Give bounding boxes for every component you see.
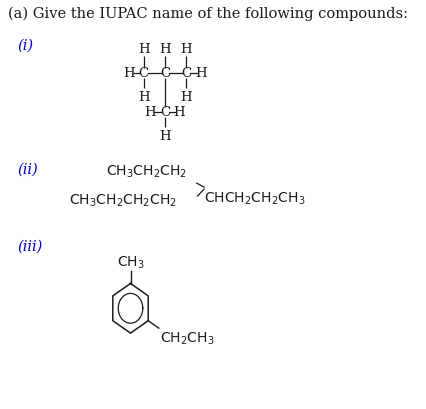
Text: H: H	[144, 106, 155, 119]
Text: $\mathrm{CH_2CH_3}$: $\mathrm{CH_2CH_3}$	[159, 329, 213, 346]
Text: C: C	[181, 67, 191, 80]
Text: $\mathrm{CH_3CH_2CH_2CH_2}$: $\mathrm{CH_3CH_2CH_2CH_2}$	[69, 193, 177, 209]
Text: H: H	[138, 90, 149, 103]
Text: H: H	[158, 43, 170, 56]
Text: $\mathrm{CHCH_2CH_2CH_3}$: $\mathrm{CHCH_2CH_2CH_3}$	[204, 190, 305, 206]
Text: (ii): (ii)	[18, 162, 38, 176]
Text: H: H	[173, 106, 185, 119]
Text: H: H	[195, 67, 206, 80]
Text: H: H	[138, 43, 149, 56]
Text: (iii): (iii)	[18, 239, 43, 253]
Text: $\mathrm{CH_3}$: $\mathrm{CH_3}$	[116, 254, 144, 270]
Text: H: H	[158, 129, 170, 142]
Text: (a) Give the IUPAC name of the following compounds:: (a) Give the IUPAC name of the following…	[8, 7, 407, 21]
Text: H: H	[180, 90, 191, 103]
Text: $\mathrm{CH_3CH_2CH_2}$: $\mathrm{CH_3CH_2CH_2}$	[106, 163, 187, 180]
Text: C: C	[159, 106, 170, 119]
Text: C: C	[138, 67, 148, 80]
Text: (i): (i)	[18, 39, 34, 53]
Text: H: H	[123, 67, 134, 80]
Text: C: C	[159, 67, 170, 80]
Text: H: H	[180, 43, 191, 56]
